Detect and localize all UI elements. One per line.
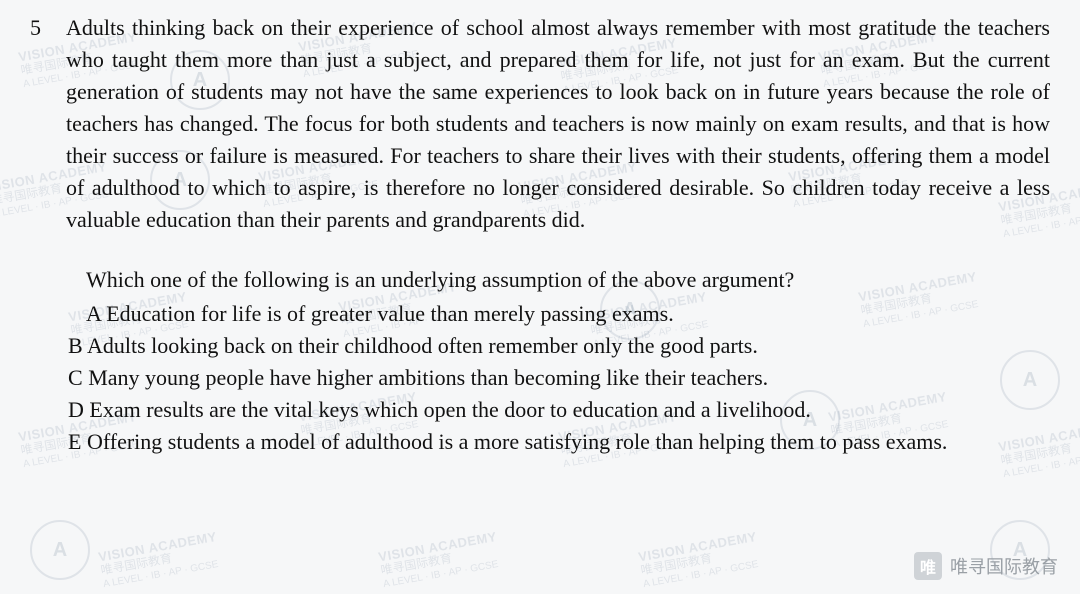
option-b: B Adults looking back on their childhood…	[68, 330, 1050, 362]
source-tag: 唯 唯寻国际教育	[914, 552, 1058, 580]
option-c: C Many young people have higher ambition…	[68, 362, 1050, 394]
answer-block: Which one of the following is an underly…	[86, 264, 1050, 458]
question-passage: Adults thinking back on their experience…	[66, 12, 1050, 236]
option-a: A Education for life is of greater value…	[86, 298, 1050, 330]
option-e: E Offering students a model of adulthood…	[68, 426, 1050, 458]
question-page: 5 Adults thinking back on their experien…	[0, 0, 1080, 468]
option-d: D Exam results are the vital keys which …	[68, 394, 1050, 426]
question-number: 5	[30, 12, 66, 44]
source-label: 唯寻国际教育	[950, 553, 1058, 579]
question-stem: Which one of the following is an underly…	[86, 264, 1050, 296]
source-logo-icon: 唯	[914, 552, 942, 580]
